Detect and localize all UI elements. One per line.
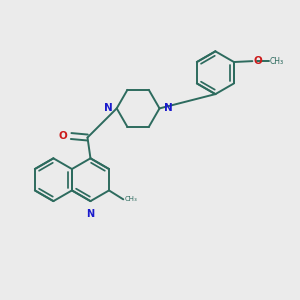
Text: N: N <box>86 208 94 219</box>
Text: O: O <box>59 131 68 141</box>
Text: CH₃: CH₃ <box>270 57 284 66</box>
Text: CH₃: CH₃ <box>125 196 137 202</box>
Text: N: N <box>164 103 172 113</box>
Text: O: O <box>254 56 262 66</box>
Text: N: N <box>104 103 112 113</box>
